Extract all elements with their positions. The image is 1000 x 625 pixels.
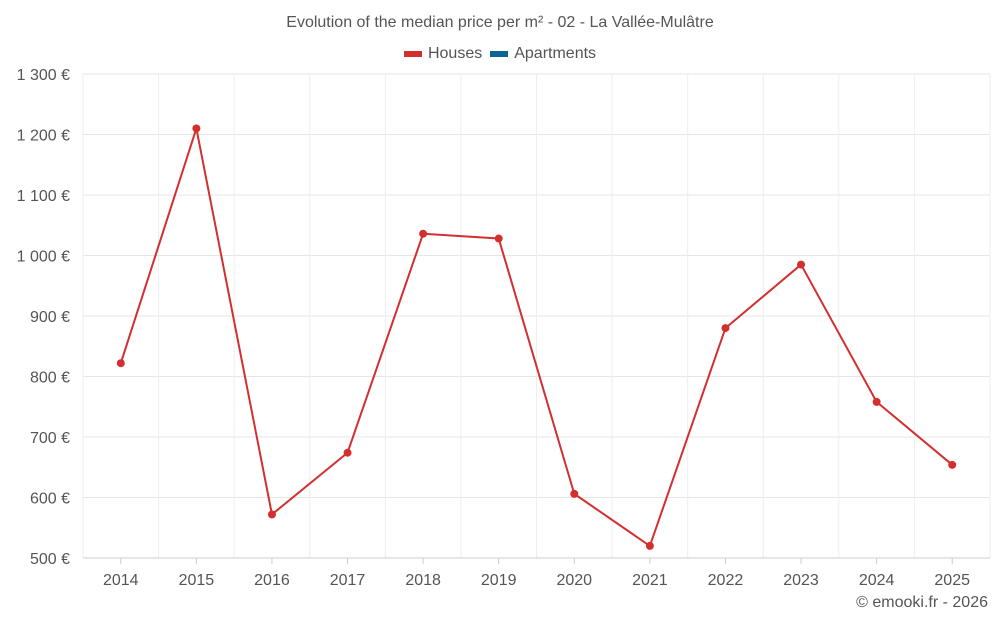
y-tick-label: 1 100 € (17, 188, 70, 205)
data-point (872, 397, 881, 406)
y-tick-label: 900 € (30, 309, 70, 326)
y-tick-label: 500 € (30, 551, 70, 568)
data-point (343, 448, 352, 457)
legend-item-houses[interactable]: Houses (403, 45, 483, 63)
x-tick-label: 2023 (783, 572, 819, 589)
x-tick-label: 2014 (103, 572, 139, 589)
y-tick-label: 1 200 € (17, 128, 70, 145)
data-point (645, 541, 654, 550)
data-point (116, 359, 125, 368)
x-tick-label: 2017 (330, 572, 366, 589)
data-point (192, 124, 201, 133)
x-tick-label: 2024 (859, 572, 895, 589)
legend-swatch-apartments (490, 51, 509, 57)
chart-title: Evolution of the median price per m² - 0… (286, 14, 714, 31)
x-tick-label: 2022 (708, 572, 744, 589)
data-point (419, 229, 428, 238)
data-point (494, 234, 503, 243)
series-line-houses (119, 127, 953, 547)
x-tick-label: 2021 (632, 572, 668, 589)
legend-swatch-houses (403, 51, 422, 57)
credit-text: © emooki.fr - 2026 (856, 594, 988, 611)
y-tick-label: 1 300 € (17, 67, 70, 84)
legend-item-apartments[interactable]: Apartments (490, 45, 596, 63)
x-tick-label: 2016 (254, 572, 290, 589)
data-point (267, 510, 276, 519)
data-point (948, 460, 957, 469)
data-point (570, 489, 579, 498)
y-tick-label: 600 € (30, 491, 70, 508)
x-tick-label: 2015 (179, 572, 215, 589)
y-tick-label: 1 000 € (17, 249, 70, 266)
data-point (721, 324, 730, 333)
legend-label-apartments: Apartments (514, 45, 597, 62)
x-tick-label: 2025 (934, 572, 970, 589)
chart-legend: Houses Apartments (0, 45, 1000, 63)
legend-label-houses: Houses (427, 45, 483, 62)
x-tick-label: 2020 (556, 572, 592, 589)
y-tick-label: 800 € (30, 370, 70, 387)
y-tick-label: 700 € (30, 430, 70, 447)
data-point (797, 260, 806, 269)
x-tick-label: 2018 (405, 572, 441, 589)
x-tick-label: 2019 (481, 572, 517, 589)
